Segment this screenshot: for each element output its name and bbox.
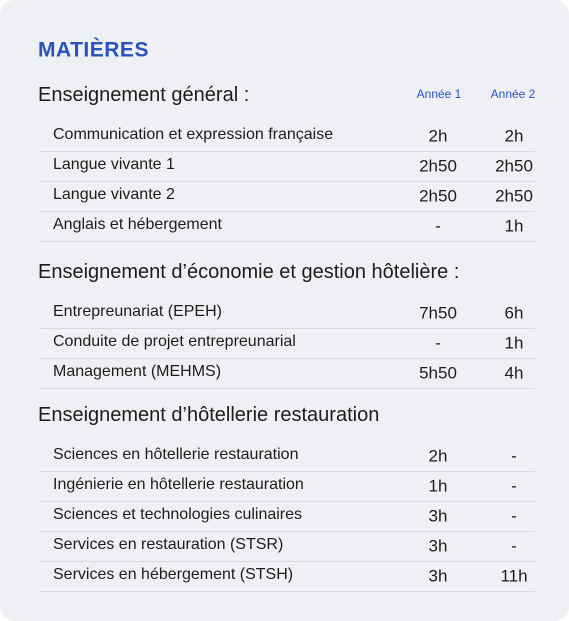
section-heading: Enseignement général : [38, 84, 250, 106]
subject: Services en restauration (STSR) [53, 536, 284, 553]
section-heading: Enseignement d’hôtellerie restauration [38, 404, 380, 426]
row-separator [40, 388, 535, 389]
row-separator [40, 531, 535, 532]
hours: 7h50 [419, 303, 457, 323]
subject: Communication et expression française [53, 126, 334, 143]
hours: - [511, 506, 517, 526]
hours: 3h [428, 536, 448, 556]
title: MATIÈRES [38, 38, 149, 62]
hours: 2h50 [419, 186, 457, 206]
row-separator [40, 471, 535, 472]
hours: - [511, 446, 517, 466]
hours: 3h [428, 506, 448, 526]
hours: 2h50 [419, 156, 457, 176]
hours: - [511, 476, 517, 496]
column-header: Année 1 [416, 87, 462, 101]
row-separator [40, 591, 535, 592]
hours: 2h [428, 126, 448, 146]
row-separator [40, 501, 535, 502]
subject: Anglais et hébergement [53, 216, 222, 233]
hours: 4h [504, 363, 524, 383]
subject: Entrepreunariat (EPEH) [53, 303, 222, 320]
subject: Sciences et technologies culinaires [53, 506, 303, 523]
row-separator [40, 358, 535, 359]
subject: Management (MEHMS) [53, 363, 222, 380]
subject: Langue vivante 1 [53, 156, 175, 173]
hours: - [435, 216, 441, 236]
subject: Services en hébergement (STSH) [53, 566, 294, 583]
hours: 1h [504, 216, 524, 236]
row-separator [40, 561, 535, 562]
row-separator [40, 211, 535, 212]
column-header: Année 2 [490, 87, 536, 101]
hours: 2h [428, 446, 448, 466]
subject: Langue vivante 2 [53, 186, 175, 203]
hours: - [511, 536, 517, 556]
hours: 2h50 [495, 186, 533, 206]
row-separator [40, 151, 535, 152]
hours: 6h [504, 303, 524, 323]
row-separator [40, 328, 535, 329]
hours: 11h [500, 566, 528, 586]
hours: - [435, 333, 441, 353]
subject: Ingénierie en hôtellerie restauration [53, 476, 304, 493]
hours: 3h [428, 566, 448, 586]
hours: 2h50 [495, 156, 533, 176]
hours: 1h [428, 476, 448, 496]
row-separator [40, 241, 535, 242]
subject: Conduite de projet entrepreunarial [53, 333, 296, 350]
hours: 1h [504, 333, 524, 353]
row-separator [40, 181, 535, 182]
section-heading: Enseignement d’économie et gestion hôtel… [38, 261, 460, 283]
hours: 2h [504, 126, 524, 146]
hours: 5h50 [419, 363, 457, 383]
subject: Sciences en hôtellerie restauration [53, 446, 299, 463]
